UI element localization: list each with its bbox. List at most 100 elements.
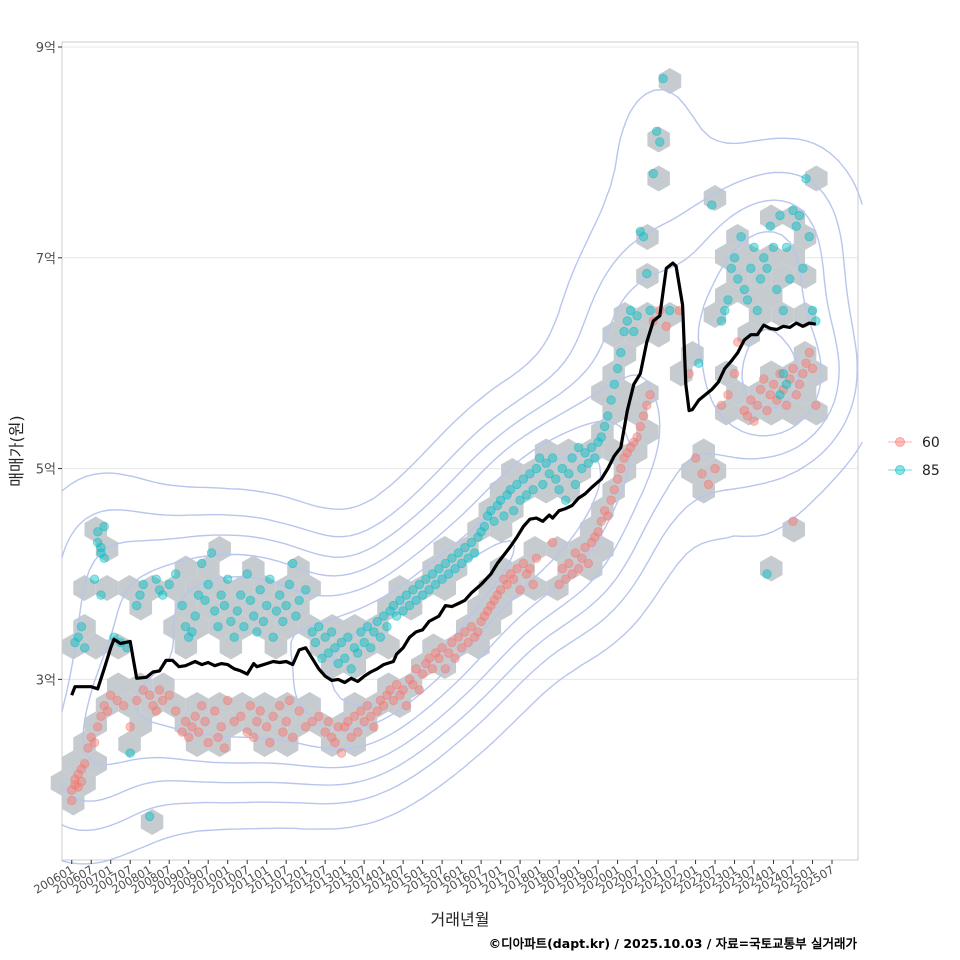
hexbin-cell (242, 555, 265, 582)
hexbin-cell (647, 321, 670, 348)
hexbin-cell (478, 497, 502, 523)
scatter-point-60 (92, 722, 103, 732)
hexbin-cell (681, 341, 704, 367)
hexbin-cell (771, 380, 794, 406)
hexbin-cell (624, 399, 648, 426)
scatter-point-60 (791, 390, 802, 400)
hexbin-cell (388, 692, 411, 718)
hexbin-cell (737, 243, 760, 270)
hexbin-cell (523, 536, 547, 562)
scatter-point-85 (720, 305, 730, 316)
scatter-point-85 (92, 527, 103, 537)
scatter-point-85 (762, 569, 772, 579)
scatter-point-85 (239, 622, 249, 632)
scatter-point-85 (629, 326, 639, 337)
scatter-point-60 (440, 664, 451, 674)
scatter-point-85 (284, 579, 295, 590)
scatter-point-85 (144, 811, 155, 822)
scatter-point-85 (343, 632, 353, 642)
scatter-point-60 (144, 690, 155, 700)
hexbin-cell (557, 555, 580, 582)
hexbin-cell (174, 633, 198, 660)
scatter-point-85 (619, 326, 629, 337)
scatter-point-85 (603, 411, 613, 421)
scatter-point-85 (541, 458, 551, 469)
hexbin-cell (433, 536, 456, 562)
scatter-point-85 (658, 73, 668, 84)
scatter-point-60 (388, 695, 399, 706)
scatter-point-85 (726, 263, 737, 274)
scatter-point-85 (635, 226, 646, 237)
scatter-point-60 (564, 558, 574, 569)
hexbin-cell (760, 360, 783, 387)
scatter-point-85 (398, 606, 408, 616)
scatter-point-85 (551, 474, 561, 484)
scatter-point-60 (606, 495, 616, 505)
hexbin-cell (748, 302, 772, 328)
scatter-point-60 (625, 442, 636, 453)
density-contour (61, 88, 863, 865)
scatter-point-60 (739, 405, 750, 416)
hexbin-cell (805, 165, 828, 192)
hexbin-cell (118, 731, 141, 757)
hexbin-cell (726, 263, 749, 289)
hexbin-cell (140, 809, 164, 835)
scatter-point-85 (586, 442, 597, 453)
scatter-point-85 (327, 627, 337, 637)
scatter-point-85 (271, 606, 282, 616)
scatter-point-85 (226, 616, 236, 627)
scatter-point-85 (521, 490, 532, 500)
scatter-point-85 (359, 637, 369, 648)
hexbin-cell (748, 380, 772, 406)
scatter-point-60 (716, 400, 727, 411)
scatter-point-85 (625, 305, 636, 316)
scatter-point-60 (622, 448, 633, 458)
scatter-point-60 (190, 711, 200, 722)
scatter-point-60 (577, 553, 587, 563)
legend-label-60: 60 (922, 435, 940, 451)
scatter-point-60 (105, 690, 116, 700)
density-contour (61, 199, 840, 802)
density-contours (61, 88, 863, 865)
scatter-point-85 (245, 595, 256, 606)
scatter-point-85 (492, 500, 503, 511)
scatter-point-60 (102, 706, 113, 716)
hexbin-cell (230, 692, 254, 718)
scatter-point-60 (275, 701, 285, 711)
scatter-point-85 (336, 637, 347, 648)
scatter-point-85 (424, 585, 434, 595)
scatter-point-60 (125, 722, 135, 732)
scatter-point-60 (645, 390, 655, 400)
scatter-point-85 (502, 490, 512, 500)
scatter-point-60 (723, 390, 733, 400)
scatter-point-60 (200, 716, 210, 727)
hexbin-cell (793, 380, 817, 406)
scatter-point-85 (781, 242, 792, 253)
scatter-point-60 (616, 463, 626, 474)
scatter-point-85 (736, 231, 746, 242)
scatter-point-85 (531, 463, 542, 474)
x-tick-label: 202507 (791, 862, 836, 896)
scatter-point-60 (788, 516, 798, 527)
scatter-point-60 (343, 716, 353, 727)
hexbin-cell (602, 399, 625, 426)
scatter-point-60 (482, 606, 493, 616)
hexbin-cell (208, 614, 231, 640)
scatter-point-85 (216, 590, 226, 600)
scatter-point-60 (340, 722, 350, 732)
hexbin-cell (534, 477, 558, 504)
hexbin-cell (782, 243, 805, 270)
scatter-point-85 (570, 479, 581, 490)
scatter-point-85 (547, 453, 558, 463)
scatter-point-85 (385, 606, 395, 616)
scatter-point-85 (366, 643, 376, 653)
scatter-point-60 (414, 685, 425, 695)
scatter-point-85 (577, 463, 587, 474)
scatter-point-85 (781, 379, 792, 390)
scatter-point-60 (710, 463, 720, 474)
scatter-point-60 (151, 706, 161, 716)
hexbin-cell (591, 419, 614, 445)
scatter-point-60 (508, 574, 519, 584)
scatter-point-85 (349, 643, 360, 653)
hexbin-cell (715, 243, 738, 270)
